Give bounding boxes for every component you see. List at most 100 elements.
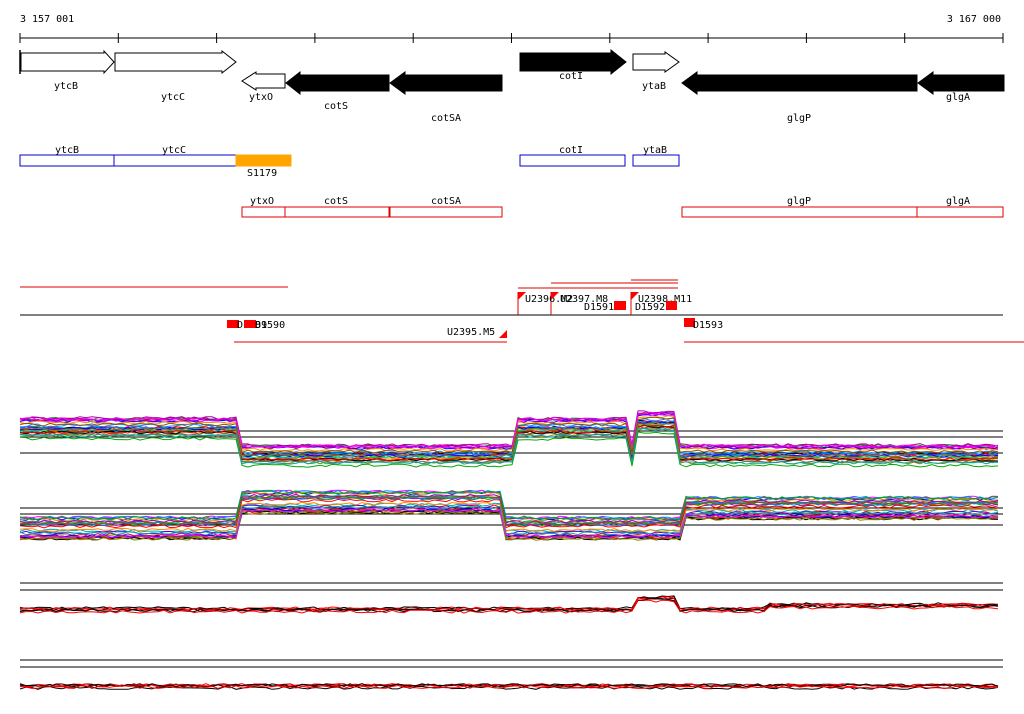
expression-panel-summary-minus [19, 659, 1003, 690]
expression-trace [19, 420, 999, 457]
gene-cotSA[interactable]: cotSA [389, 71, 503, 124]
transcript-label: glgA [946, 196, 970, 207]
upshift-label: U2396.M2 [525, 294, 573, 305]
gene-cotI[interactable]: cotI [519, 48, 627, 82]
gene-arrow [917, 71, 1005, 95]
expression-trace [19, 415, 999, 452]
expression-trace [19, 417, 999, 455]
transcript-box-ytcB[interactable] [19, 154, 115, 167]
transcript-label: cotSA [431, 196, 461, 207]
downshift-label: D1593 [693, 320, 723, 331]
gene-label: ytaB [642, 81, 666, 92]
transcript-label: ytxO [250, 196, 274, 207]
downshift-label: D1591 [584, 302, 614, 313]
srna-box[interactable] [235, 154, 292, 167]
gene-arrow [285, 70, 390, 96]
transcript-label: ytcB [55, 145, 79, 156]
gene-arrow [114, 49, 237, 75]
gene-label: glgA [946, 92, 970, 103]
gene-label: glgP [787, 113, 811, 124]
expression-trace [19, 422, 999, 460]
downshift-marker-d1592[interactable]: D1592 [635, 301, 677, 313]
upshift-marker-u2395[interactable]: U2395.M5 [447, 327, 507, 338]
transcript-label: glgP [787, 196, 811, 207]
expression-trace [19, 596, 999, 612]
expression-trace [19, 493, 999, 524]
expression-trace [19, 510, 999, 541]
gene-label: ytcB [54, 81, 78, 92]
transcript-box-glgA[interactable] [916, 206, 1004, 218]
expression-panel-minus-strand [19, 489, 1003, 541]
expression-trace [19, 419, 999, 457]
gene-label: ytxO [249, 92, 273, 103]
expression-trace [19, 505, 999, 536]
expression-trace [19, 431, 999, 468]
minus-strand-transcript-track: ytxO cotS cotSA glgP glgA [241, 196, 1004, 218]
srna-label: S1179 [247, 168, 277, 179]
expression-trace [19, 599, 999, 614]
gene-arrow [20, 49, 115, 75]
downshift-marker-d1591[interactable]: D1591 [584, 301, 626, 313]
ruler-start-coordinate: 3 157 001 [20, 14, 74, 25]
transcript-label: cotS [324, 196, 348, 207]
expression-trace [19, 683, 999, 688]
gene-label: cotS [324, 101, 348, 112]
transcript-box-ytxO[interactable] [241, 206, 286, 218]
expression-panel-plus-strand [19, 410, 1003, 468]
expression-trace [19, 684, 999, 690]
gene-label: cotI [559, 71, 583, 82]
downshift-marker-d1590[interactable]: D1590 [244, 320, 285, 331]
downshift-label: D1590 [255, 320, 285, 331]
coordinate-ruler: 3 157 001 3 167 000 [19, 14, 1004, 43]
expression-trace [19, 683, 999, 688]
transcript-box-glgP[interactable] [681, 206, 918, 218]
expression-trace [19, 595, 999, 611]
plus-strand-transcript-track: ytcB ytcC S1179 cotI ytaB [19, 145, 680, 179]
gene-glgA[interactable]: glgA [917, 71, 1005, 103]
gene-arrow [519, 48, 627, 76]
expression-trace [19, 427, 999, 465]
gene-ytcC[interactable]: ytcC [114, 49, 237, 103]
transcript-box-cotS[interactable] [284, 206, 390, 218]
transcript-label: ytaB [643, 145, 667, 156]
downshift-marker-d1593[interactable]: D1593 [684, 318, 723, 331]
expression-trace [19, 495, 999, 526]
gene-arrow [632, 51, 680, 73]
expression-trace [19, 490, 998, 521]
gene-glgP[interactable]: glgP [681, 71, 918, 124]
expression-trace [19, 416, 999, 454]
expression-trace [19, 498, 999, 529]
transcript-box-cotI[interactable] [519, 154, 626, 167]
transcript-box-ytaB[interactable] [632, 154, 680, 167]
expression-trace [19, 411, 999, 449]
shift-breakpoint-track: U2396.M2 U2397.M8 U2398.M11 U2395.M5 D15… [20, 279, 1024, 343]
expression-panel-summary-plus [19, 582, 1003, 614]
gene-label: ytcC [161, 92, 185, 103]
gene-arrow [681, 71, 918, 95]
expression-trace [19, 506, 999, 537]
upshift-label: U2397.M8 [560, 294, 608, 305]
gene-label: cotSA [431, 113, 461, 124]
upshift-label: U2398.M11 [638, 294, 692, 305]
gene-annotation-track: ytcB ytcC ytxO cotS cotSA cotI y [19, 48, 1005, 124]
transcript-box-ytcC[interactable] [113, 154, 237, 167]
upshift-label: U2395.M5 [447, 327, 495, 338]
transcript-label: ytcC [162, 145, 186, 156]
downshift-label: D1592 [635, 302, 665, 313]
gene-ytaB[interactable]: ytaB [632, 51, 680, 92]
gene-ytxO[interactable]: ytxO [241, 71, 286, 103]
upshift-marker-u2398[interactable]: U2398.M11 [631, 292, 692, 305]
gene-arrow [241, 71, 286, 91]
upshift-marker-u2397[interactable]: U2397.M8 [551, 292, 608, 305]
gene-ytcB[interactable]: ytcB [20, 49, 115, 92]
expression-trace [19, 501, 999, 532]
expression-trace [19, 421, 999, 459]
ruler-end-coordinate: 3 167 000 [947, 14, 1001, 25]
transcript-label: cotI [559, 145, 583, 156]
expression-trace [19, 424, 999, 461]
gene-cotS[interactable]: cotS [285, 70, 390, 112]
upshift-marker-u2396[interactable]: U2396.M2 [518, 292, 573, 305]
transcript-box-cotSA[interactable] [389, 206, 503, 218]
expression-trace [19, 508, 999, 539]
